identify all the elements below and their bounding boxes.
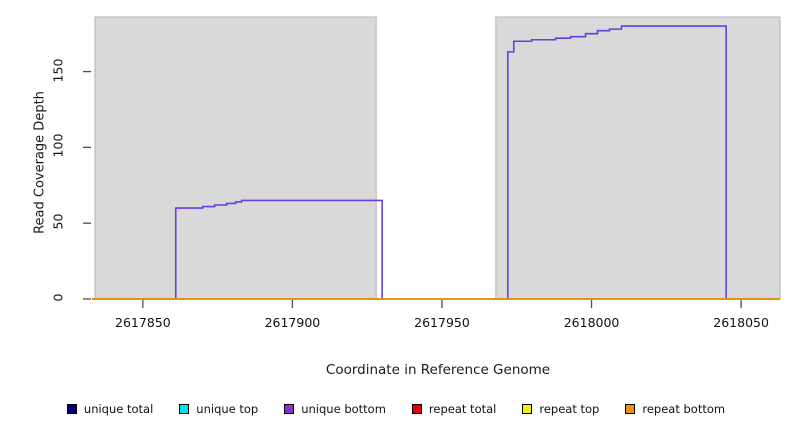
- shaded-regions: [94, 16, 781, 300]
- series-lines: [92, 25, 780, 300]
- unique-region-right: [495, 16, 781, 300]
- legend-label: repeat top: [539, 402, 600, 416]
- legend-item[interactable]: unique top: [179, 402, 258, 416]
- legend-swatch-icon: [66, 404, 77, 414]
- legend-swatch-icon: [284, 404, 295, 414]
- x-tick-label: 2617900: [264, 315, 321, 330]
- legend-swatch-icon: [179, 404, 190, 414]
- legend-label: repeat bottom: [642, 402, 726, 416]
- legend-item[interactable]: repeat bottom: [625, 402, 725, 416]
- legend-label: unique total: [83, 402, 154, 416]
- legend-item[interactable]: repeat top: [522, 402, 599, 416]
- y-axis-title: Read Coverage Depth: [32, 91, 48, 234]
- legend-item[interactable]: unique total: [66, 402, 154, 416]
- y-tick-label: 50: [50, 213, 66, 230]
- x-tick-label: 2617950: [414, 315, 470, 330]
- x-tick-label: 2617850: [115, 315, 171, 330]
- series-unique-bottom: [92, 25, 780, 300]
- y-tick-label: 100: [50, 133, 66, 158]
- unique-region-left: [94, 16, 377, 300]
- legend-swatch-icon: [411, 404, 422, 414]
- legend-swatch-icon: [522, 404, 533, 414]
- legend-item[interactable]: unique bottom: [284, 402, 386, 416]
- legend-label: unique bottom: [301, 402, 386, 416]
- chart-legend: unique total unique top unique bottom repea…: [0, 398, 792, 420]
- legend-label: repeat total: [428, 402, 497, 416]
- x-tick-label: 2618000: [563, 315, 620, 330]
- x-axis-title: Coordinate in Reference Genome: [325, 362, 551, 378]
- legend-item[interactable]: repeat total: [411, 402, 497, 416]
- axis-ticks: [83, 70, 742, 308]
- y-tick-label: 150: [50, 58, 66, 83]
- legend-swatch-icon: [625, 404, 636, 414]
- x-tick-label: 2618050: [713, 315, 769, 330]
- legend-label: unique top: [196, 402, 259, 416]
- y-tick-label: 0: [50, 293, 66, 302]
